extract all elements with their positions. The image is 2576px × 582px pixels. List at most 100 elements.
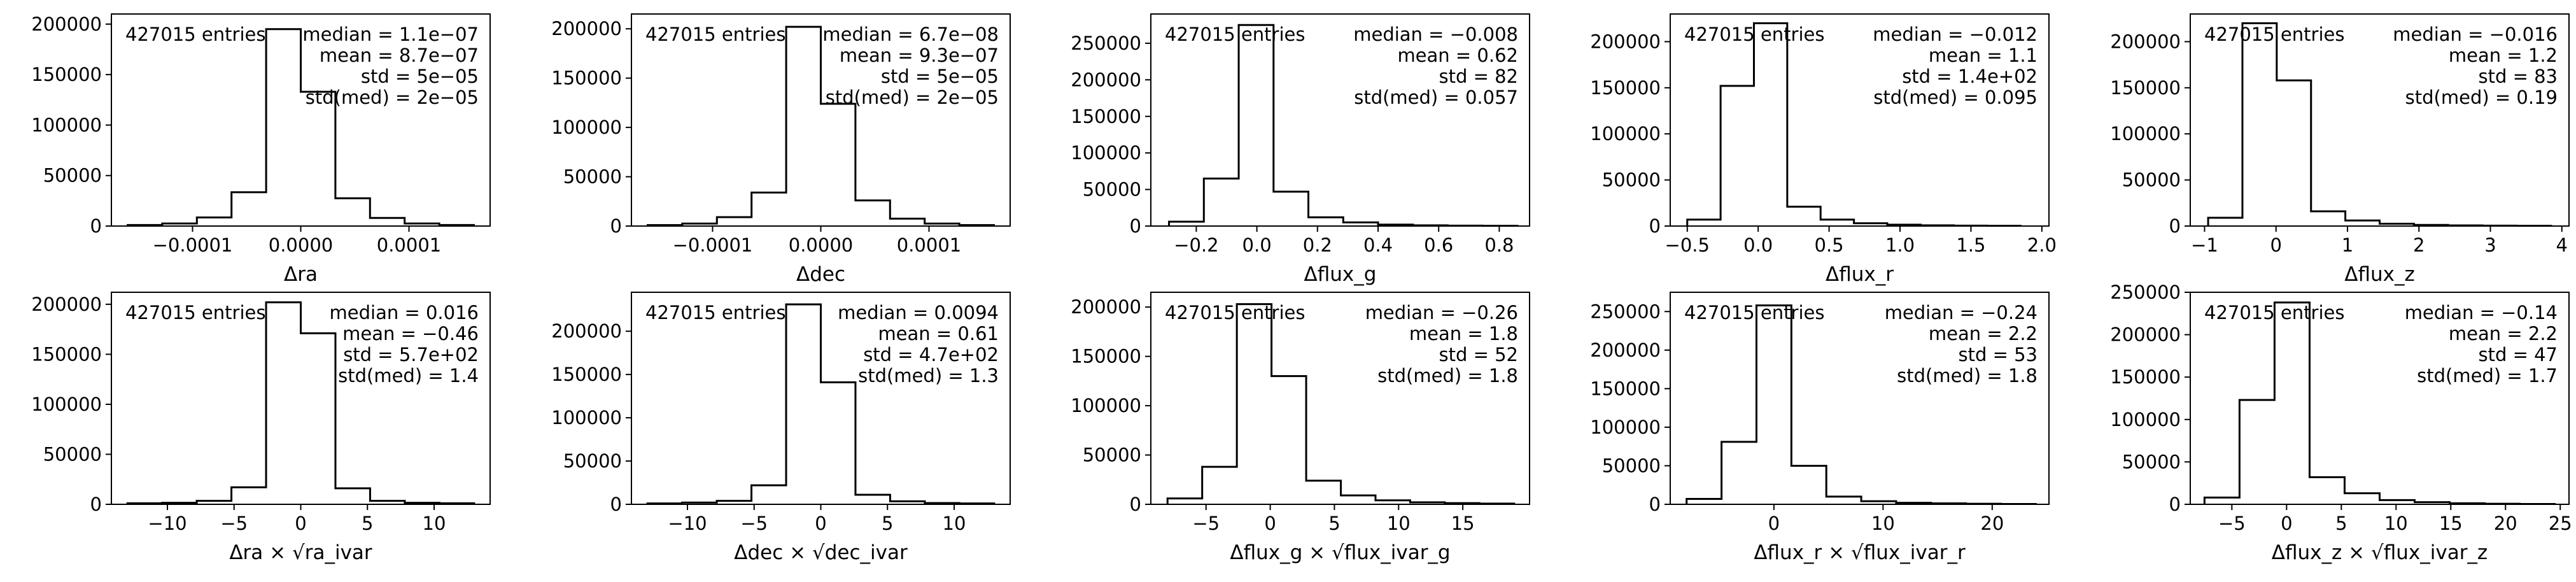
x-tick-label: −0.0001 [153,234,233,256]
stat-annotation: mean = 8.7e−07 [320,45,479,66]
y-tick-label: 100000 [31,114,102,136]
stat-annotation: mean = 0.61 [878,323,999,344]
entries-annotation: 427015 entries [125,24,265,45]
histogram-series [126,301,475,504]
x-tick-label: 0.0000 [269,234,333,256]
stat-annotation: std(med) = 0.19 [2405,87,2558,108]
y-tick-label: 0 [90,215,102,237]
y-tick-label: 0 [2169,215,2181,237]
x-tick-label: 10 [1871,513,1895,534]
x-tick-label: 0.0 [1743,234,1773,256]
stat-annotation: std(med) = 1.7 [2417,365,2558,387]
y-tick-label: 50000 [1083,179,1141,201]
histogram-panel-1: −0.0001 0.0000 0.0001 0 50000 100000 150000 200… [31,13,491,286]
y-tick-label: 150000 [1071,346,1141,367]
y-tick-label: 150000 [2110,366,2181,388]
entries-annotation: 427015 entries [2204,24,2344,45]
x-axis-label: Δflux_r × √flux_ivar_r [1754,541,1966,564]
y-tick-label: 0 [1649,493,1661,515]
y-tick-label: 100000 [551,407,622,429]
x-tick-label: 0.0000 [789,234,853,256]
histogram-series [647,25,995,226]
y-tick-label: 150000 [551,364,622,385]
histogram-panel-2: −0.0001 0.0000 0.0001 0 50000 100000 150000 200… [551,13,1011,286]
y-tick-label: 200000 [551,18,622,39]
histogram-series [646,303,996,505]
x-tick-label: 20 [2494,513,2517,534]
x-tick-label: 15 [2439,513,2463,534]
x-tick-label: 0 [2270,234,2281,256]
stat-annotation: median = 0.0094 [838,302,999,323]
y-tick-label: 0 [1649,215,1661,237]
stat-annotation: std = 4.7e+02 [863,344,999,366]
x-tick-label: 0 [295,513,306,534]
x-tick-label: 0.5 [1815,234,1844,256]
y-tick-label: 50000 [2122,451,2181,472]
stat-annotation: std(med) = 0.095 [1873,87,2038,108]
x-tick-label: −5 [220,513,248,534]
y-tick-label: 150000 [1071,106,1141,127]
entries-annotation: 427015 entries [645,24,785,45]
x-tick-label: −0.0001 [673,234,753,256]
y-tick-label: 50000 [43,165,102,187]
y-tick-label: 0 [1130,215,1141,237]
stat-annotation: mean = −0.46 [342,323,479,344]
stat-annotation: std(med) = 1.8 [1897,365,2038,387]
x-tick-label: 0.6 [1424,234,1453,256]
x-axis-label: Δra [284,263,318,286]
y-tick-label: 200000 [1590,31,1661,52]
stat-annotation: std = 5e−05 [361,66,479,87]
x-axis-label: Δflux_g × √flux_ivar_g [1230,541,1450,564]
y-tick-label: 150000 [31,343,102,365]
stat-annotation: std(med) = 2e−05 [826,87,999,108]
x-tick-label: 20 [1980,513,2004,534]
y-tick-label: 100000 [1071,142,1141,164]
stat-annotation: std(med) = 1.3 [858,365,999,387]
x-tick-label: 10 [1387,513,1411,534]
x-tick-label: 10 [2384,513,2408,534]
y-tick-label: 100000 [551,117,622,138]
entries-annotation: 427015 entries [1684,24,1824,45]
stat-annotation: mean = 1.8 [1409,323,1518,344]
histogram-panel-9: 0 10 20 0 50000 100000 150000 200000 250000 Δflux… [1590,292,2050,564]
axes-frame [1150,292,1530,505]
x-tick-label: 0 [1768,513,1780,534]
y-tick-label: 100000 [1071,395,1141,416]
stat-annotation: std = 47 [2478,344,2558,366]
x-tick-label: 2.0 [2027,234,2057,256]
stat-annotation: median = −0.14 [2405,302,2558,323]
stat-annotation: std(med) = 1.4 [338,365,479,387]
x-tick-label: 4 [2556,234,2568,256]
y-tick-label: 200000 [2110,324,2181,346]
histogram-series [127,28,475,226]
y-tick-label: 200000 [31,13,102,35]
y-tick-label: 50000 [563,450,622,472]
stat-annotation: mean = 2.2 [1929,323,2038,344]
y-tick-label: 50000 [1602,455,1661,476]
x-tick-label: 0.0001 [897,234,961,256]
entries-annotation: 427015 entries [1684,302,1824,323]
x-tick-label: 3 [2484,234,2496,256]
y-tick-label: 100000 [31,394,102,415]
x-tick-label: −0.2 [1174,234,1218,256]
x-tick-label: −5 [740,513,768,534]
x-tick-label: 25 [2549,513,2572,534]
y-tick-label: 0 [2169,493,2181,515]
y-tick-label: 150000 [1590,77,1661,99]
x-tick-label: 10 [943,513,966,534]
y-tick-label: 200000 [1590,339,1661,361]
y-tick-label: 250000 [1071,32,1141,54]
y-tick-label: 200000 [1071,296,1141,318]
entries-annotation: 427015 entries [2204,302,2344,323]
x-tick-label: 5 [882,513,893,534]
histogram-panel-3: −0.2 0.0 0.2 0.4 0.6 0.8 0 50000 100000 150000 200… [1071,13,1530,286]
y-tick-label: 150000 [551,67,622,89]
x-tick-label: 0.4 [1363,234,1393,256]
axes-frame [2190,292,2570,505]
stat-annotation: mean = 1.1 [1929,45,2038,66]
y-tick-label: 100000 [1590,123,1661,145]
stat-annotation: mean = 2.2 [2449,323,2558,344]
y-tick-label: 50000 [1083,444,1141,466]
y-tick-label: 250000 [2110,281,2181,303]
